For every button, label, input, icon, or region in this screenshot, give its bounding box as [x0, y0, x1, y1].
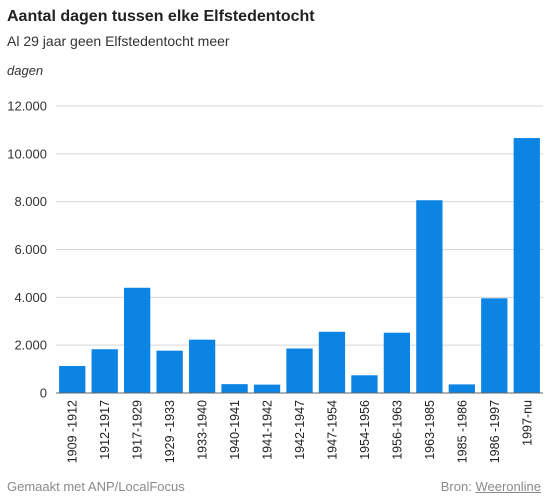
x-tick-label: 1985 -1986 [455, 400, 469, 463]
x-tick-label: 1917-1929 [131, 400, 145, 460]
y-tick-label: 8.000 [14, 194, 47, 209]
x-tick-label: 1947-1954 [325, 400, 339, 460]
y-tick-label: 10.000 [7, 146, 47, 161]
x-tick-label: 1997-nu [520, 400, 534, 446]
bar [383, 332, 411, 393]
x-tick-label: 1941-1942 [261, 400, 275, 460]
y-tick-label: 2.000 [14, 338, 47, 353]
bar [286, 348, 313, 393]
bar [351, 375, 378, 393]
x-tick-label: 1954-1956 [358, 400, 372, 460]
bar [253, 384, 281, 393]
x-tick-label: 1912-1917 [98, 400, 112, 460]
footer-source: Bron: Weeronline [441, 479, 541, 494]
y-axis-unit-label: dagen [7, 63, 44, 78]
bar [318, 331, 346, 393]
footer-credit: Gemaakt met ANP/LocalFocus [7, 479, 185, 494]
bar [91, 349, 118, 393]
source-prefix: Bron: [440, 479, 472, 494]
bar [481, 298, 508, 393]
x-tick-label: 1933-1940 [196, 400, 210, 460]
y-tick-label: 4.000 [14, 290, 47, 305]
bar [188, 339, 216, 393]
bar [59, 365, 86, 393]
bar [156, 350, 183, 393]
bar [448, 384, 475, 393]
source-link[interactable]: Weeronline [475, 479, 541, 494]
x-tick-label: 1942-1947 [293, 400, 307, 460]
x-tick-label: 1963-1985 [423, 400, 437, 460]
y-tick-label: 0 [40, 386, 47, 401]
y-tick-label: 12.000 [7, 99, 47, 114]
bar [513, 138, 540, 393]
chart-subtitle: Al 29 jaar geen Elfstedentocht meer [7, 33, 230, 49]
x-tick-label: 1956-1963 [390, 400, 404, 460]
bar [416, 200, 443, 393]
x-tick-label: 1986 -1997 [488, 400, 502, 463]
bar [124, 287, 151, 393]
x-tick-label: 1929 -1933 [163, 400, 177, 463]
bar [221, 384, 248, 393]
chart-title: Aantal dagen tussen elke Elfstedentocht [7, 8, 315, 25]
x-tick-label: 1909 -1912 [66, 400, 80, 463]
y-tick-label: 6.000 [14, 242, 47, 257]
x-tick-label: 1940-1941 [228, 400, 242, 460]
